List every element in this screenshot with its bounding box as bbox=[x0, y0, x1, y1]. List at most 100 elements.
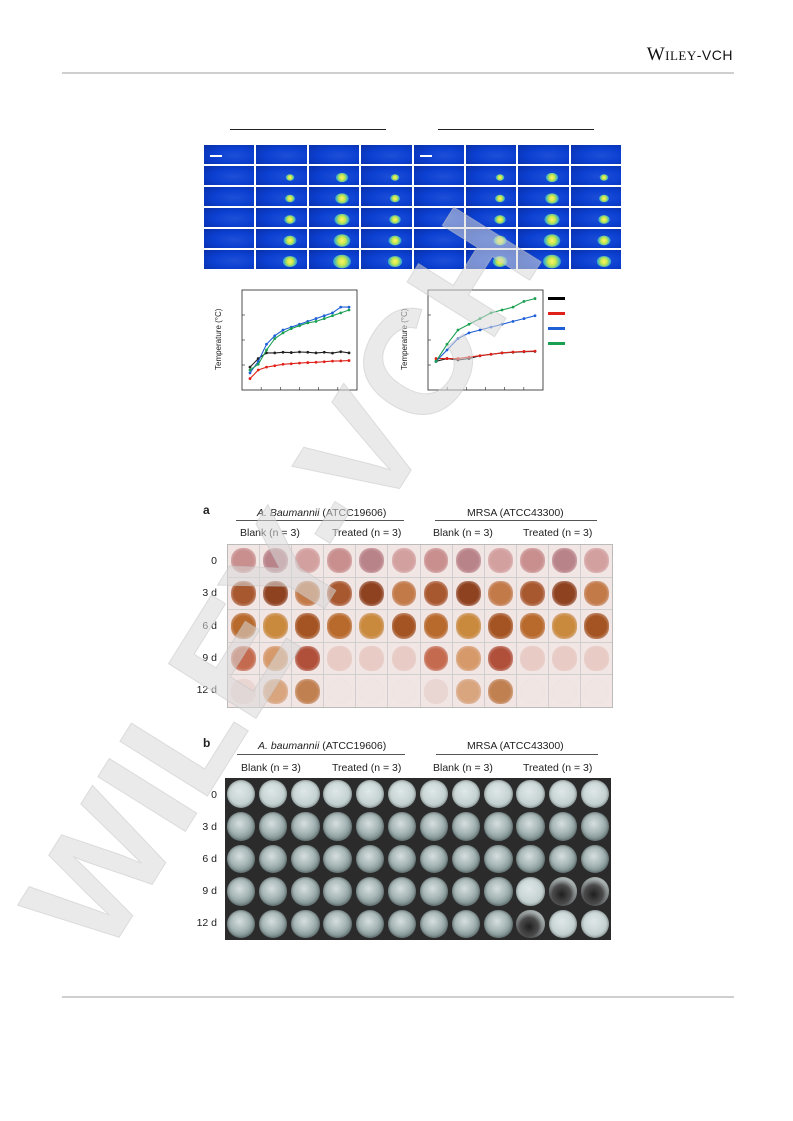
agar-plate-cell bbox=[257, 908, 289, 940]
wound-photo bbox=[484, 675, 516, 707]
agar-plate bbox=[452, 812, 481, 841]
series-point bbox=[248, 371, 252, 375]
hot-spot bbox=[389, 214, 401, 224]
hot-spot bbox=[285, 194, 296, 202]
agar-plate bbox=[355, 844, 384, 874]
panel-a-row-2: 6 d bbox=[202, 620, 217, 632]
thermal-image-cell bbox=[204, 208, 255, 227]
panel-b-underline-2 bbox=[436, 754, 598, 755]
wound-photo bbox=[484, 577, 516, 610]
wound-photo bbox=[324, 577, 356, 610]
panel-b-row-4: 12 d bbox=[196, 917, 217, 929]
wound-photo bbox=[388, 545, 420, 577]
series-line bbox=[436, 350, 536, 360]
wound-photo bbox=[356, 610, 388, 642]
series-point bbox=[456, 337, 460, 340]
agar-plate-cell bbox=[482, 875, 514, 907]
thermal-image-cell bbox=[465, 229, 517, 248]
thermal-image-cell bbox=[308, 208, 360, 227]
series-point bbox=[322, 350, 326, 354]
agar-plate-cell bbox=[579, 810, 611, 842]
series-point bbox=[281, 331, 285, 335]
y-axis-label: Temperature (°C) bbox=[400, 308, 409, 370]
wound-area bbox=[327, 645, 353, 672]
wound-area bbox=[519, 613, 545, 639]
chart-left-svg: Temperature (°C) bbox=[214, 289, 358, 391]
agar-plate-cell bbox=[515, 778, 547, 810]
wound-area bbox=[487, 548, 513, 574]
thermal-image-cell bbox=[308, 145, 360, 164]
series-point bbox=[467, 322, 471, 326]
wound-area bbox=[455, 580, 481, 607]
wound-photo bbox=[516, 610, 548, 642]
agar-plate-cell bbox=[386, 778, 418, 810]
wound-photo bbox=[260, 610, 292, 642]
panel-a-blank-1: Blank (n = 3) bbox=[240, 527, 300, 539]
wound-photo bbox=[356, 545, 388, 577]
series-point bbox=[248, 377, 252, 380]
hot-spot bbox=[545, 193, 559, 204]
agar-plate bbox=[387, 844, 417, 874]
wound-photo bbox=[420, 675, 452, 707]
scale-bar bbox=[419, 155, 432, 157]
thermal-image-cell bbox=[256, 145, 307, 164]
hot-spot bbox=[545, 172, 559, 182]
thermal-image-cell bbox=[308, 166, 360, 185]
agar-plate bbox=[452, 909, 481, 939]
thermal-image-cell bbox=[413, 229, 464, 248]
wound-photo bbox=[356, 642, 388, 675]
agar-plate-cell bbox=[482, 843, 514, 875]
thermal-image-cell bbox=[465, 187, 517, 206]
hot-spot bbox=[597, 235, 611, 246]
thermal-image-cell bbox=[570, 229, 621, 248]
wound-photo bbox=[356, 577, 388, 610]
wound-photo bbox=[388, 675, 420, 707]
agar-plate-cell bbox=[354, 843, 386, 875]
chart-frame bbox=[241, 289, 358, 391]
thermal-image-cell bbox=[308, 250, 360, 269]
thermal-image-cell bbox=[308, 187, 360, 206]
wound-photo bbox=[260, 642, 292, 675]
series-point bbox=[478, 354, 482, 358]
hot-spot bbox=[494, 194, 505, 202]
thermal-image-cell bbox=[518, 166, 569, 185]
series-point bbox=[339, 311, 343, 315]
series-point bbox=[289, 327, 293, 330]
series-point bbox=[298, 361, 301, 365]
wound-area bbox=[295, 580, 321, 607]
logo-main: Wiley bbox=[646, 44, 697, 65]
series-point bbox=[339, 350, 343, 354]
wound-photo bbox=[228, 610, 260, 642]
agar-plate-cell bbox=[225, 778, 257, 810]
thermal-image-cell bbox=[256, 166, 307, 185]
wound-photo bbox=[580, 610, 612, 642]
series-point bbox=[434, 360, 438, 363]
agar-plate bbox=[484, 877, 513, 906]
wound-photo bbox=[388, 577, 420, 610]
wound-photo bbox=[324, 610, 356, 642]
wound-area bbox=[231, 613, 256, 639]
agar-plate-cell bbox=[547, 843, 579, 875]
thermal-image-cell bbox=[204, 145, 255, 164]
wound-area bbox=[231, 678, 256, 704]
wound-area bbox=[231, 580, 256, 607]
wound-area bbox=[359, 580, 385, 607]
agar-plate-cell bbox=[289, 908, 321, 940]
agar-plate-cell bbox=[322, 908, 354, 940]
agar-plate-cell bbox=[418, 810, 450, 842]
thermal-image-cell bbox=[413, 208, 464, 227]
series-line bbox=[435, 350, 536, 362]
series-point bbox=[314, 317, 318, 320]
hot-spot bbox=[336, 172, 349, 182]
agar-plate-cell bbox=[257, 875, 289, 907]
wound-area bbox=[391, 548, 417, 574]
series-point bbox=[248, 368, 252, 372]
series-point bbox=[331, 351, 334, 355]
series-point bbox=[489, 311, 493, 315]
wound-area bbox=[359, 678, 385, 704]
wound-photo bbox=[324, 675, 356, 707]
agar-plate-cell bbox=[322, 810, 354, 842]
agar-plate bbox=[259, 812, 288, 841]
agar-plate-cell bbox=[225, 875, 257, 907]
agar-plate bbox=[452, 844, 481, 874]
